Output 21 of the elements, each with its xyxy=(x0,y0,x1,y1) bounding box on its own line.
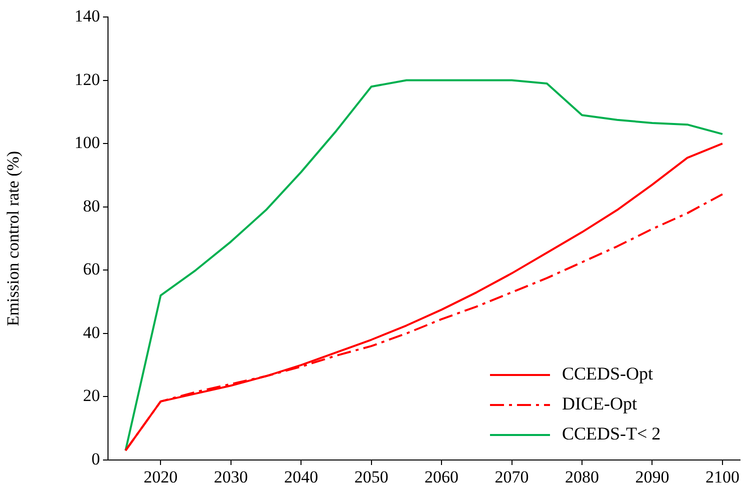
y-tick-label: 80 xyxy=(83,196,100,216)
x-tick-label: 2060 xyxy=(424,468,459,487)
x-tick-label: 2040 xyxy=(284,468,318,487)
legend-label: CCEDS-Opt xyxy=(562,364,654,384)
x-tick-label: 2030 xyxy=(214,468,248,487)
y-tick-label: 0 xyxy=(92,449,100,468)
legend-label: DICE-Opt xyxy=(562,394,637,414)
x-tick-label: 2050 xyxy=(354,468,388,487)
y-tick-label: 140 xyxy=(74,6,100,26)
legend-label: CCEDS-T< 2 xyxy=(562,424,661,444)
y-tick-label: 60 xyxy=(83,260,100,279)
x-tick-label: 2070 xyxy=(494,468,529,487)
x-tick-label: 2100 xyxy=(705,468,740,487)
y-axis-title: Emission control rate (%) xyxy=(4,150,23,326)
y-tick-label: 40 xyxy=(83,322,100,342)
y-tick-label: 100 xyxy=(74,133,100,152)
y-tick-label: 20 xyxy=(83,386,100,406)
x-tick-label: 2080 xyxy=(565,468,599,487)
y-tick-label: 120 xyxy=(74,70,100,89)
x-tick-label: 2020 xyxy=(144,468,178,487)
x-tick-label: 2090 xyxy=(635,468,670,487)
